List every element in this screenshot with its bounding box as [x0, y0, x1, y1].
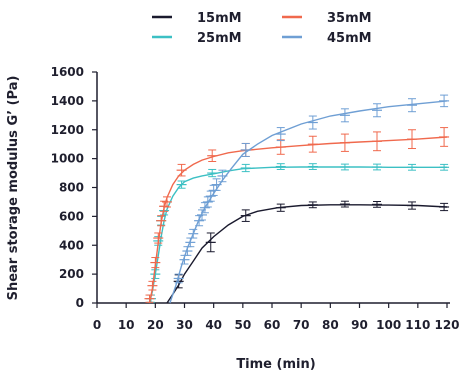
legend-label: 25mM: [197, 31, 242, 46]
legend-label: 35mM: [327, 11, 372, 26]
x-tick-label: 40: [205, 318, 222, 332]
y-axis-label: Shear storage modulus G’ (Pa): [6, 76, 21, 301]
x-tick-label: 0: [93, 318, 101, 332]
x-tick-label: 10: [118, 318, 135, 332]
legend-label: 45mM: [327, 31, 372, 46]
y-tick-label: 1400: [51, 94, 84, 108]
axes: 0 10 20 30 40 50 60 70 80 90 100 110 120 0 200 400 600 8…: [51, 65, 460, 332]
x-tick-label: 60: [264, 318, 281, 332]
series-15mM: [166, 200, 450, 304]
y-ticks: 0 200 400 600 800 1000 1200 1400 1600: [51, 65, 97, 310]
x-tick-label: 80: [322, 318, 339, 332]
y-tick-label: 0: [76, 296, 84, 310]
x-tick-label: 50: [234, 318, 251, 332]
y-tick-label: 1600: [51, 65, 84, 79]
x-tick-label: 30: [176, 318, 193, 332]
x-tick-label: 90: [351, 318, 368, 332]
x-tick-label: 100: [376, 318, 401, 332]
x-tick-label: 120: [434, 318, 459, 332]
y-tick-label: 600: [59, 209, 84, 223]
x-ticks: 0 10 20 30 40 50 60 70 80 90 100 110 120: [93, 303, 460, 332]
plot-area: [144, 94, 450, 304]
series-35mM: [144, 127, 450, 304]
y-tick-label: 200: [59, 267, 84, 281]
y-tick-label: 1200: [51, 123, 84, 137]
y-tick-label: 800: [59, 181, 84, 195]
x-tick-label: 20: [147, 318, 164, 332]
series-45mM: [169, 94, 450, 304]
y-tick-label: 400: [59, 238, 84, 252]
series-line: [166, 204, 448, 304]
x-tick-label: 70: [293, 318, 310, 332]
series-line: [148, 166, 447, 304]
x-axis-label: Time (min): [236, 357, 315, 372]
legend-label: 15mM: [197, 11, 242, 26]
legend: 15mM 25mM 35mM 45mM: [152, 11, 372, 46]
x-tick-label: 110: [405, 318, 430, 332]
y-tick-label: 1000: [51, 152, 84, 166]
series-line: [148, 136, 448, 304]
